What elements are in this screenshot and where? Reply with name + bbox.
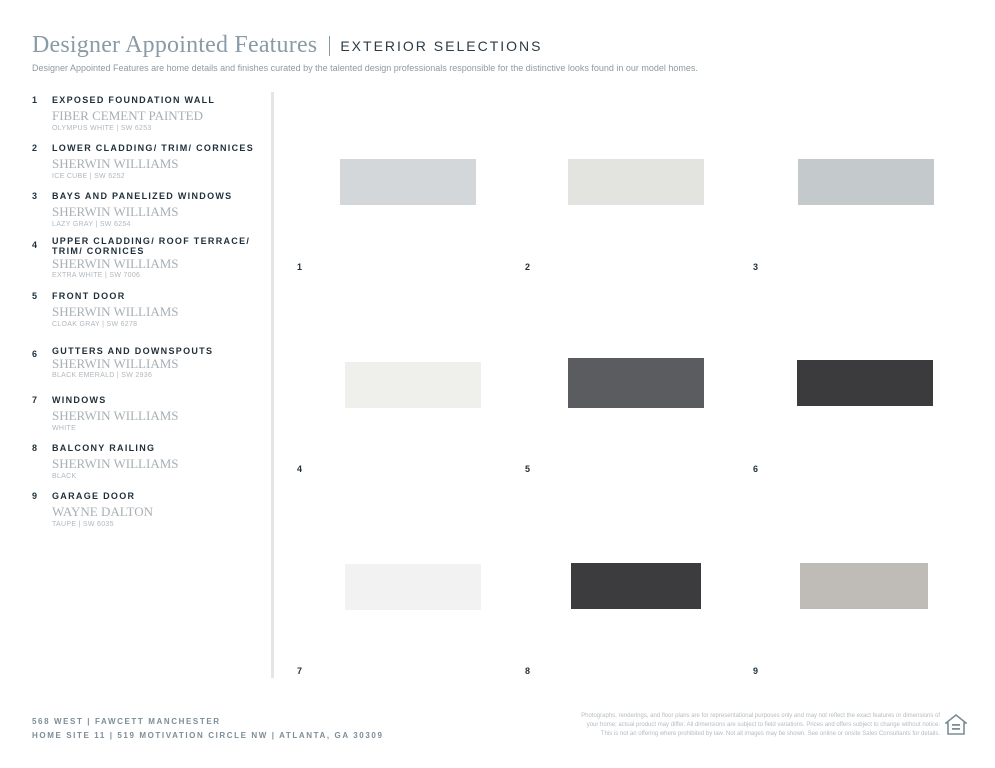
swatch-number: 8: [525, 666, 531, 676]
feature-brand: SHERWIN WILLIAMS: [52, 156, 179, 171]
vertical-divider: [271, 92, 274, 678]
feature-number: 5: [32, 291, 38, 301]
swatch-number: 1: [297, 262, 303, 272]
feature-number: 8: [32, 443, 38, 453]
feature-number: 6: [32, 349, 38, 359]
feature-brand: SHERWIN WILLIAMS: [52, 204, 179, 219]
color-swatch: [568, 159, 704, 205]
color-swatch: [340, 159, 476, 205]
footer-disclaimer: Photographs, renderings, and floor plans…: [490, 712, 940, 739]
feature-brand: SHERWIN WILLIAMS: [52, 408, 179, 423]
color-swatch: [798, 159, 934, 205]
title-divider: [329, 35, 331, 56]
feature-color: OLYMPUS WHITE | SW 6253: [52, 125, 152, 132]
feature-brand: FIBER CEMENT PAINTED: [52, 108, 203, 123]
feature-number: 2: [32, 143, 38, 153]
feature-brand: SHERWIN WILLIAMS: [52, 356, 179, 371]
feature-color: LAZY GRAY | SW 6254: [52, 221, 131, 228]
feature-label: GARAGE DOOR: [52, 491, 136, 501]
header: Designer Appointed Features EXTERIOR SEL…: [32, 32, 543, 59]
color-swatch: [800, 563, 928, 609]
color-swatch: [571, 563, 701, 609]
feature-color: ICE CUBE | SW 6252: [52, 173, 125, 180]
feature-label: UPPER CLADDING/ ROOF TERRACE/ TRIM/ CORN…: [52, 236, 251, 256]
feature-brand: WAYNE DALTON: [52, 504, 153, 519]
swatch-number: 9: [753, 666, 759, 676]
swatch-number: 6: [753, 464, 759, 474]
feature-color: CLOAK GRAY | SW 6278: [52, 321, 138, 328]
feature-brand: SHERWIN WILLIAMS: [52, 256, 179, 271]
feature-color: EXTRA WHITE | SW 7006: [52, 272, 141, 279]
feature-color: WHITE: [52, 425, 77, 432]
feature-label: FRONT DOOR: [52, 291, 126, 301]
feature-label: GUTTERS AND DOWNSPOUTS: [52, 346, 214, 356]
feature-label: WINDOWS: [52, 395, 107, 405]
title-row: Designer Appointed Features EXTERIOR SEL…: [32, 32, 543, 59]
swatch-number: 5: [525, 464, 531, 474]
feature-color: BLACK: [52, 473, 77, 480]
feature-label: BALCONY RAILING: [52, 443, 156, 453]
feature-brand: SHERWIN WILLIAMS: [52, 304, 179, 319]
swatch-number: 7: [297, 666, 303, 676]
page-title: Designer Appointed Features: [32, 32, 318, 58]
disclaimer-line: your home; actual product may differ. Al…: [586, 722, 940, 728]
swatch-number: 4: [297, 464, 303, 474]
swatch-number: 3: [753, 262, 759, 272]
footer-address: 568 WEST | FAWCETT MANCHESTER HOME SITE …: [32, 715, 384, 743]
feature-color: TAUPE | SW 6035: [52, 521, 114, 528]
feature-number: 7: [32, 395, 38, 405]
disclaimer-line: This is not an offering where prohibited…: [600, 731, 940, 737]
swatch-number: 2: [525, 262, 531, 272]
color-swatch: [797, 360, 933, 406]
equal-housing-opportunity-icon: [945, 714, 967, 735]
color-swatch: [345, 564, 481, 610]
feature-label: EXPOSED FOUNDATION WALL: [52, 95, 216, 105]
color-swatch: [345, 362, 481, 408]
section-title: EXTERIOR SELECTIONS: [340, 37, 543, 54]
feature-brand: SHERWIN WILLIAMS: [52, 456, 179, 471]
feature-label: BAYS AND PANELIZED WINDOWS: [52, 191, 233, 201]
feature-number: 4: [32, 240, 38, 250]
feature-number: 9: [32, 491, 38, 501]
footer-community: 568 WEST | FAWCETT MANCHESTER: [32, 717, 221, 726]
page-subtitle: Designer Appointed Features are home det…: [32, 63, 698, 73]
feature-number: 1: [32, 95, 38, 105]
disclaimer-line: Photographs, renderings, and floor plans…: [581, 713, 940, 719]
feature-label: LOWER CLADDING/ TRIM/ CORNICES: [52, 143, 254, 153]
footer-home-site: HOME SITE 11 | 519 MOTIVATION CIRCLE NW …: [32, 731, 384, 740]
feature-number: 3: [32, 191, 38, 201]
color-swatch: [568, 358, 704, 408]
feature-color: BLACK EMERALD | SW 2936: [52, 372, 153, 379]
